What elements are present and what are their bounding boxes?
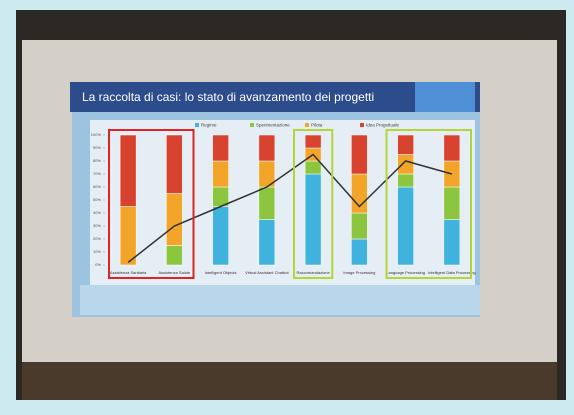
bar-segment [351, 239, 367, 265]
bar-segment [305, 174, 321, 265]
legend-swatch [360, 123, 364, 127]
photo: La raccolta di casi: lo stato di avanzam… [0, 0, 574, 410]
x-tick-label: Assistenza Sanitaria [110, 270, 147, 275]
y-tick-label: 40% [93, 210, 101, 215]
y-tick-label: 0% [95, 262, 101, 267]
bar-segment [305, 161, 321, 174]
bar-segment [398, 155, 414, 175]
bar-segment [398, 187, 414, 265]
bar-segment [213, 161, 229, 187]
x-tick-label: Language Processing [386, 270, 425, 275]
x-tick-label: Virtual Assistant Chatbot [245, 270, 289, 275]
x-tick-label: Intelligent Data Processing [428, 270, 476, 275]
bar-segment [166, 135, 182, 194]
y-tick-label: 60% [93, 184, 101, 189]
bar-segment [351, 213, 367, 239]
legend-swatch [250, 123, 254, 127]
legend-label: Idea Progettuale [366, 123, 400, 128]
x-tick-label: Raccomandazione [297, 270, 331, 275]
bar-segment [351, 135, 367, 174]
bar-segment [444, 220, 460, 266]
icon-strip [80, 285, 480, 315]
bar-segment [166, 194, 182, 246]
x-tick-label: Assistenza Salute [158, 270, 191, 275]
plot-bg [90, 120, 475, 290]
bar-segment [120, 207, 136, 266]
bar-segment [398, 135, 414, 155]
y-tick-label: 20% [93, 236, 101, 241]
x-tick-label: Intelligent Objects [205, 270, 237, 275]
bar-segment [259, 187, 275, 220]
bar-segment [120, 135, 136, 207]
bar-segment [305, 135, 321, 148]
chart-title: La raccolta di casi: lo stato di avanzam… [82, 90, 374, 104]
bar-segment [213, 207, 229, 266]
bar-segment [213, 135, 229, 161]
y-tick-label: 90% [93, 145, 101, 150]
y-tick-label: 100% [91, 132, 102, 137]
bar-segment [259, 135, 275, 161]
y-tick-label: 30% [93, 223, 101, 228]
y-tick-label: 50% [93, 197, 101, 202]
legend-swatch [305, 123, 309, 127]
bar-segment [166, 246, 182, 266]
bar-segment [259, 220, 275, 266]
legend-label: Pilota [311, 123, 323, 128]
y-tick-label: 10% [93, 249, 101, 254]
y-tick-label: 80% [93, 158, 101, 163]
bar-segment [444, 135, 460, 161]
bar-segment [398, 174, 414, 187]
legend-swatch [195, 123, 199, 127]
bar-segment [444, 187, 460, 220]
y-tick-label: 70% [93, 171, 101, 176]
x-tick-label: Image Processing [343, 270, 375, 275]
stage [22, 362, 557, 400]
legend-label: Sperimentazione [256, 123, 290, 128]
legend-label: Regime [201, 123, 217, 128]
